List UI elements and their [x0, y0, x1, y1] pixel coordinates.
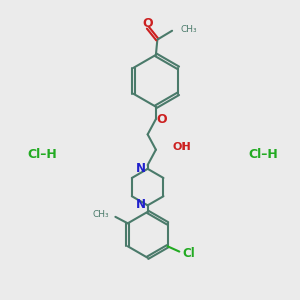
Text: Cl–H: Cl–H [28, 148, 57, 161]
Text: CH₃: CH₃ [181, 25, 197, 34]
Text: Cl: Cl [182, 248, 195, 260]
Text: Cl–H: Cl–H [248, 148, 278, 161]
Text: O: O [157, 113, 167, 126]
Text: CH₃: CH₃ [92, 210, 109, 219]
Text: OH: OH [172, 142, 191, 152]
Text: O: O [142, 17, 153, 31]
Text: N: N [136, 162, 146, 175]
Text: H: H [183, 142, 190, 152]
Text: N: N [136, 198, 146, 211]
